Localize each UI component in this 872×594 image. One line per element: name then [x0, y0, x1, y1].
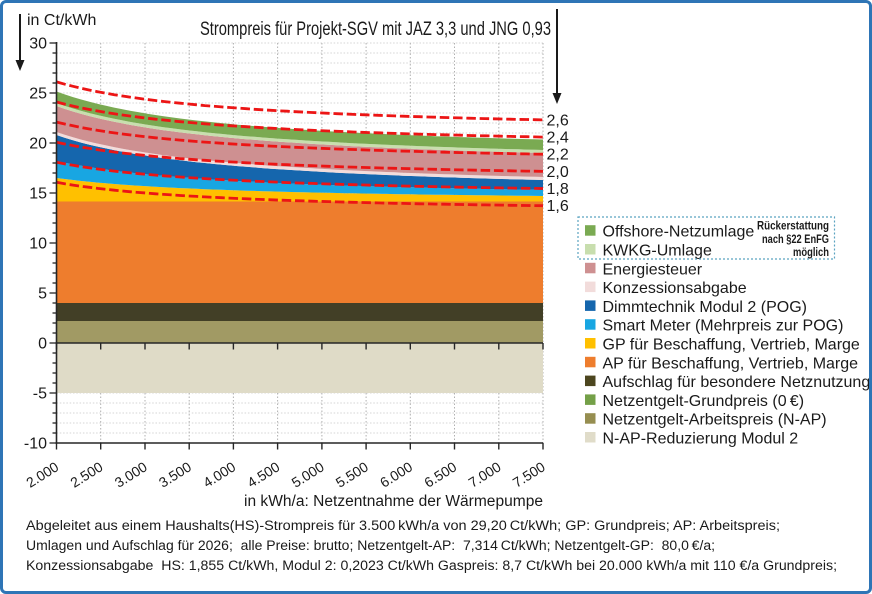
svg-text:Strompreis für Projekt-SGV mit: Strompreis für Projekt-SGV mit JAZ 3,3 u… [200, 19, 551, 40]
svg-text:25: 25 [29, 86, 47, 103]
svg-text:Dimmtechnik Modul 2 (POG): Dimmtechnik Modul 2 (POG) [603, 299, 808, 316]
svg-text:Konzessionsabgabe: Konzessionsabgabe [603, 280, 747, 297]
svg-text:6.500: 6.500 [421, 458, 459, 490]
svg-text:2,6: 2,6 [547, 112, 569, 129]
svg-text:0: 0 [38, 336, 47, 353]
svg-text:Rückerstattung: Rückerstattung [757, 221, 829, 233]
svg-text:N-AP-Reduzierung Modul 2: N-AP-Reduzierung Modul 2 [603, 431, 799, 448]
svg-text:in Ct/kWh: in Ct/kWh [27, 12, 96, 29]
svg-text:5.500: 5.500 [333, 458, 371, 490]
svg-text:20: 20 [29, 136, 47, 153]
svg-text:4.000: 4.000 [200, 458, 238, 490]
svg-text:5: 5 [38, 286, 47, 303]
svg-text:10: 10 [29, 236, 47, 253]
svg-text:KWKG-Umlage: KWKG-Umlage [603, 243, 712, 260]
svg-text:Offshore-Netzumlage: Offshore-Netzumlage [603, 224, 755, 241]
svg-text:Abgeleitet aus einem Haushalts: Abgeleitet aus einem Haushalts(HS)-Strom… [26, 518, 780, 533]
svg-text:15: 15 [29, 186, 47, 203]
svg-text:6.000: 6.000 [377, 458, 415, 490]
svg-text:Konzessionsabgabe HS: 1,855 C: Konzessionsabgabe HS: 1,855 Ct/kWh, Modu… [26, 558, 837, 573]
svg-text:möglich: möglich [793, 247, 829, 259]
svg-text:1,6: 1,6 [547, 198, 569, 215]
svg-text:Aufschlag für besondere Netznu: Aufschlag für besondere Netznutzung [603, 374, 871, 391]
svg-text:4.500: 4.500 [244, 458, 282, 490]
svg-text:Netzentgelt-Arbeitspreis (N-AP: Netzentgelt-Arbeitspreis (N-AP) [603, 412, 827, 429]
svg-text:5.000: 5.000 [289, 458, 327, 490]
svg-text:nach §22 EnFG: nach §22 EnFG [762, 234, 829, 246]
svg-text:30: 30 [29, 36, 47, 53]
svg-text:AP für Beschaffung, Vertrieb,: AP für Beschaffung, Vertrieb, Marge [603, 355, 859, 372]
svg-text:2,0: 2,0 [547, 164, 569, 181]
svg-text:in kWh/a: Netzentnahme der Wär: in kWh/a: Netzentnahme der Wärmepumpe [244, 493, 543, 510]
svg-text:7.500: 7.500 [510, 458, 548, 490]
svg-text:2,2: 2,2 [547, 147, 569, 164]
svg-text:2.000: 2.000 [23, 458, 61, 490]
svg-text:3.500: 3.500 [156, 458, 194, 490]
svg-text:2,4: 2,4 [547, 130, 569, 147]
svg-text:Energiesteuer: Energiesteuer [603, 261, 703, 278]
svg-text:Smart Meter (Mehrpreis zur POG: Smart Meter (Mehrpreis zur POG) [603, 318, 844, 335]
svg-text:7.000: 7.000 [465, 458, 503, 490]
svg-text:-10: -10 [24, 436, 47, 453]
svg-text:1,8: 1,8 [547, 181, 569, 198]
svg-text:2.500: 2.500 [67, 458, 105, 490]
svg-text:-5: -5 [33, 386, 47, 403]
svg-text:Netzentgelt-Grundpreis (0 €): Netzentgelt-Grundpreis (0 €) [603, 393, 805, 410]
svg-text:Umlagen und Aufschlag für 2026: Umlagen und Aufschlag für 2026; alle Pre… [26, 538, 715, 553]
svg-text:GP für Beschaffung, Vertrieb,: GP für Beschaffung, Vertrieb, Marge [603, 337, 860, 354]
svg-text:3.000: 3.000 [112, 458, 150, 490]
